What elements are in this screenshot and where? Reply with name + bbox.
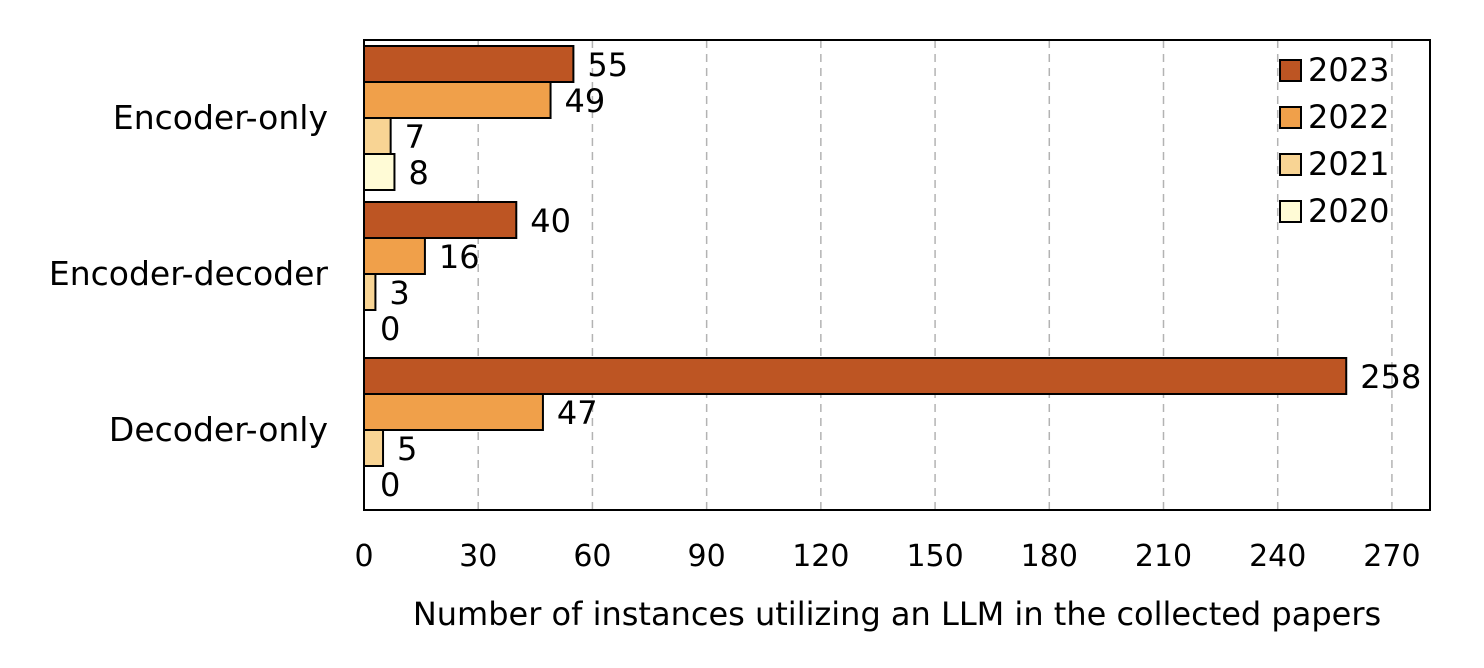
bars bbox=[363, 45, 1348, 467]
data-label-decoder-only-2022: 47 bbox=[557, 394, 598, 432]
legend-label-2023: 2023 bbox=[1308, 51, 1389, 89]
x-tick-label-210: 210 bbox=[1135, 539, 1192, 574]
bar-decoder-only-2021 bbox=[363, 429, 385, 467]
bar-encoder-decoder-2021 bbox=[363, 273, 377, 311]
plot-frame bbox=[363, 39, 1431, 511]
x-tick-label-30: 30 bbox=[459, 539, 497, 574]
data-label-decoder-only-2021: 5 bbox=[397, 430, 417, 468]
bar-encoder-decoder-2022 bbox=[363, 237, 426, 275]
x-tick-label-240: 240 bbox=[1249, 539, 1306, 574]
x-axis-tick-labels: 0 30 60 90 120 150 180 210 240 270 bbox=[354, 539, 1420, 574]
x-tick-label-60: 60 bbox=[573, 539, 611, 574]
data-label-encoder-only-2023: 55 bbox=[587, 46, 628, 84]
bar-encoder-only-2021 bbox=[363, 117, 392, 155]
data-label-encoder-decoder-2023: 40 bbox=[530, 202, 571, 240]
category-label-encoder-only: Encoder-only bbox=[113, 98, 328, 137]
data-label-encoder-only-2021: 7 bbox=[405, 118, 425, 156]
legend-label-2022: 2022 bbox=[1308, 98, 1389, 136]
data-label-encoder-only-2022: 49 bbox=[565, 82, 606, 120]
legend: 2023 2022 2021 2020 bbox=[1279, 51, 1389, 230]
bar-encoder-decoder-2023 bbox=[363, 201, 518, 239]
bar-decoder-only-2023 bbox=[363, 357, 1348, 395]
data-label-encoder-decoder-2021: 3 bbox=[389, 274, 409, 312]
data-label-encoder-decoder-2020: 0 bbox=[380, 310, 400, 348]
x-tick-label-90: 90 bbox=[688, 539, 726, 574]
grid-lines bbox=[477, 40, 1393, 510]
bar-encoder-only-2023 bbox=[363, 45, 575, 83]
x-tick-label-150: 150 bbox=[906, 539, 963, 574]
data-label-encoder-only-2020: 8 bbox=[408, 154, 428, 192]
x-tick-label-180: 180 bbox=[1021, 539, 1078, 574]
bar-decoder-only-2022 bbox=[363, 393, 544, 431]
bar-encoder-only-2020 bbox=[363, 153, 396, 191]
x-axis-title: Number of instances utilizing an LLM in … bbox=[413, 595, 1381, 633]
x-tick-label-0: 0 bbox=[354, 539, 373, 574]
legend-swatch-2022 bbox=[1279, 106, 1302, 129]
y-axis-category-labels: Encoder-only Encoder-decoder Decoder-only bbox=[49, 98, 329, 449]
data-label-encoder-decoder-2022: 16 bbox=[439, 238, 480, 276]
category-label-encoder-decoder: Encoder-decoder bbox=[49, 254, 329, 293]
legend-swatch-2023 bbox=[1279, 59, 1302, 82]
bar-encoder-only-2022 bbox=[363, 81, 552, 119]
data-label-decoder-only-2020: 0 bbox=[380, 466, 400, 504]
category-label-decoder-only: Decoder-only bbox=[109, 410, 328, 449]
x-tick-label-270: 270 bbox=[1363, 539, 1420, 574]
data-label-decoder-only-2023: 258 bbox=[1360, 358, 1421, 396]
x-tick-label-120: 120 bbox=[792, 539, 849, 574]
legend-swatch-2021 bbox=[1279, 153, 1302, 176]
legend-label-2020: 2020 bbox=[1308, 192, 1389, 230]
legend-label-2021: 2021 bbox=[1308, 145, 1389, 183]
legend-swatch-2020 bbox=[1279, 200, 1302, 223]
